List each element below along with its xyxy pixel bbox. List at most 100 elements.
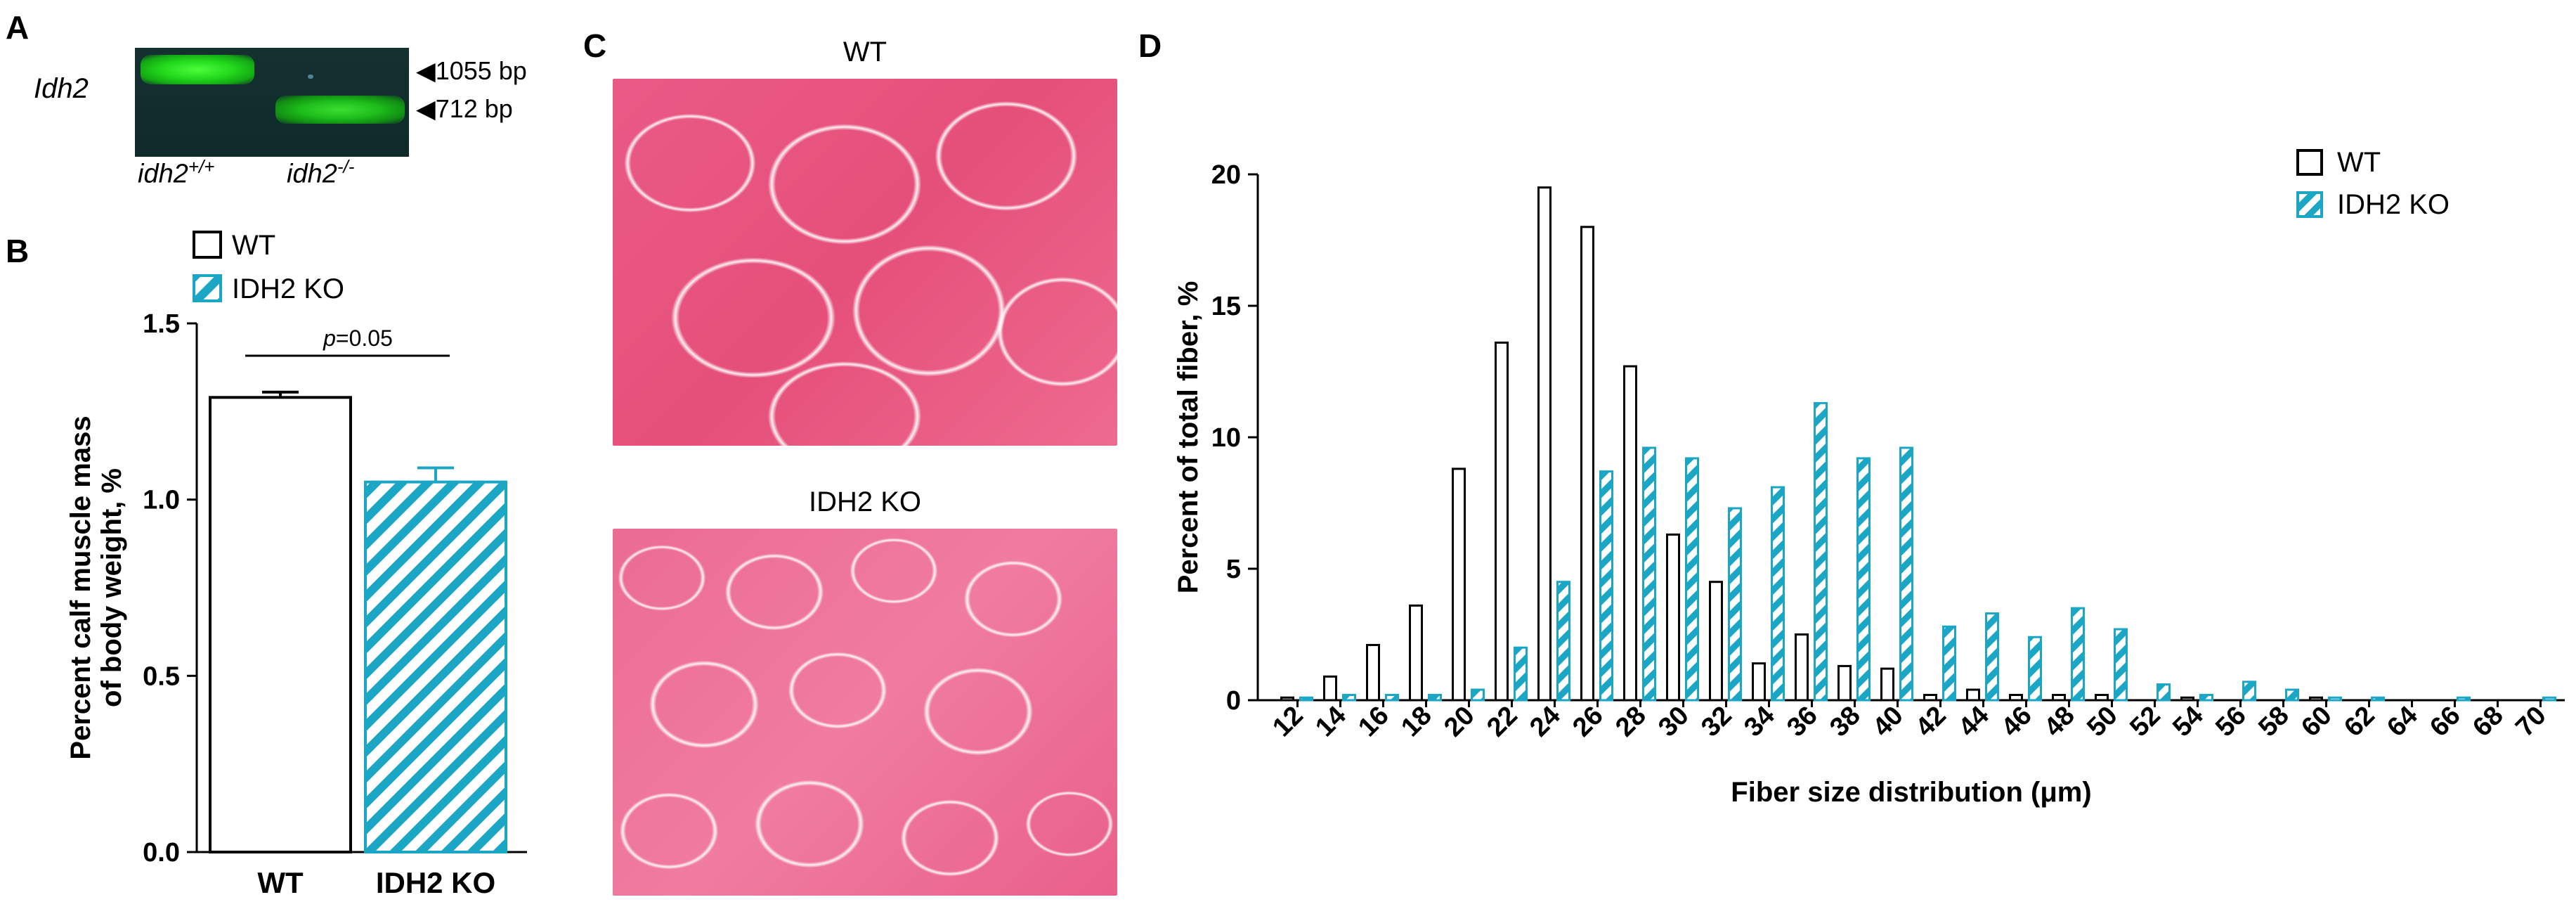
bar-idh2-ko [2371,696,2385,702]
gel-speck [308,75,313,79]
bar-wt [1752,662,1766,702]
bar-wt [1923,694,1937,702]
bar-wt [1580,226,1594,702]
x-tick-label: 56 [2210,701,2252,743]
bar-idh2-ko [2114,628,2128,702]
bar-idh2-ko [1942,625,1956,702]
bar-idh2-ko [1685,457,1699,702]
band-marker-1055: ◀1055 bp [416,56,527,86]
legend-label-ko: IDH2 KO [232,273,344,304]
bar-idh2-ko [2328,696,2342,702]
y-axis-label-line: Percent calf muscle mass [65,415,96,759]
bar-idh2-ko [2071,607,2085,702]
band-label-1055: 1055 bp [435,56,527,85]
histology-title-wt: WT [843,37,887,67]
lane-label-wt: idh2+/+ [138,156,214,190]
bar-wt [2052,694,2066,702]
bar-idh2-ko [1899,446,1913,702]
bar-idh2-ko [2028,636,2042,702]
bar-idh2-ko [2542,696,2556,702]
bar-wt [1623,365,1637,702]
bar-idh2-ko [1299,696,1313,702]
y-axis-label: Percent of total fiber, % [1173,281,1204,594]
x-tick-label: 50 [2081,701,2123,743]
bar-idh2-ko [1814,401,1828,702]
x-tick-label: 34 [1738,701,1781,743]
bar-idh2-ko [1428,694,1442,702]
bar-idh2-ko [2157,683,2171,702]
y-tick-label: 0.5 [143,662,180,691]
bar-idh2-ko [1471,688,1485,702]
bar-wt [1966,688,1980,702]
bar-idh2-ko [1599,470,1613,702]
y-axis-label: Percent calf muscle massof body weight, … [65,415,127,759]
x-tick-label: 48 [2038,701,2081,743]
panel-b-letter: B [6,233,30,269]
bar-wt [2009,694,2023,702]
marker-arrow-icon: ◀ [416,94,436,123]
x-tick-label: 18 [1396,701,1438,743]
y-tick-label: 0 [1226,686,1241,716]
band-marker-712: ◀712 bp [416,94,513,124]
x-tick-label: 32 [1696,701,1738,743]
x-tick-label: 70 [2510,701,2552,743]
legend-label-wt: WT [232,230,275,261]
chart-b: 0.0 0.5 1.0 1.5 Percent calf muscle massof b… [65,230,527,899]
x-tick-label: 12 [1267,701,1309,743]
panel-a-letter: A [6,9,30,46]
legend-swatch-ko [193,274,222,302]
legend-label-ko: IDH2 KO [2337,189,2450,220]
lane-label-ko-sup: -/- [337,156,355,177]
lane-label-wt-sup: +/+ [188,156,215,177]
bar-idh2-ko [1556,581,1570,702]
bar-wt [2180,696,2194,702]
gel-band-1055 [141,55,254,84]
bar-idh2-ko [1642,446,1656,702]
y-tick-label: 1.5 [143,309,180,339]
bar [209,396,352,853]
p-value-annotation: p=0.05 [323,325,393,351]
bar-idh2-ko [2242,681,2256,702]
y-axis-label-line: of body weight, % [96,468,127,707]
bar-wt [1537,186,1552,702]
y-tick-label: 20 [1211,160,1241,190]
bar-wt [1280,696,1294,702]
x-tick-label: 52 [2124,701,2166,743]
bar-wt [1409,604,1423,702]
lane-label-ko-base: idh2 [287,159,337,189]
x-tick-label: 38 [1824,701,1866,743]
x-tick-label: 40 [1867,701,1909,743]
x-tick-label: 20 [1438,701,1481,743]
panel-d-letter: D [1138,27,1162,64]
bar-wt [2309,696,2323,702]
lane-label-wt-base: idh2 [138,159,188,189]
x-tick-label: 42 [1910,701,1952,743]
y-tick-label: 10 [1211,423,1241,453]
x-tick-label: 14 [1310,701,1352,743]
gel-band-712 [275,96,405,124]
marker-arrow-icon: ◀ [416,56,436,85]
bar-idh2-ko [1771,486,1785,702]
bar-wt [1495,341,1509,702]
x-tick-label: 16 [1353,701,1395,743]
legend-swatch-ko [2296,191,2323,218]
gene-label: Idh2 [34,73,89,104]
lane-label-ko: idh2-/- [287,156,354,190]
bar-wt [1837,664,1852,702]
bar-idh2-ko [1856,457,1871,702]
bar-idh2-ko [1985,612,1999,702]
bar-wt [1666,533,1680,702]
x-tick-label: 30 [1653,701,1695,743]
bar-wt [1323,675,1337,702]
x-tick-label: 60 [2296,701,2338,743]
x-tick-label: 64 [2381,701,2424,743]
legend-label-wt: WT [2337,147,2381,178]
bar-wt [1366,643,1380,702]
x-category-label: IDH2 KO [376,866,495,899]
histology-title-ko: IDH2 KO [808,486,922,517]
histology-image-wt [613,79,1117,446]
legend-swatch-wt [193,231,222,259]
x-tick-label: 68 [2467,701,2509,743]
x-axis-label: Fiber size distribution (μm) [1731,777,2091,808]
p-symbol: p [323,325,336,351]
